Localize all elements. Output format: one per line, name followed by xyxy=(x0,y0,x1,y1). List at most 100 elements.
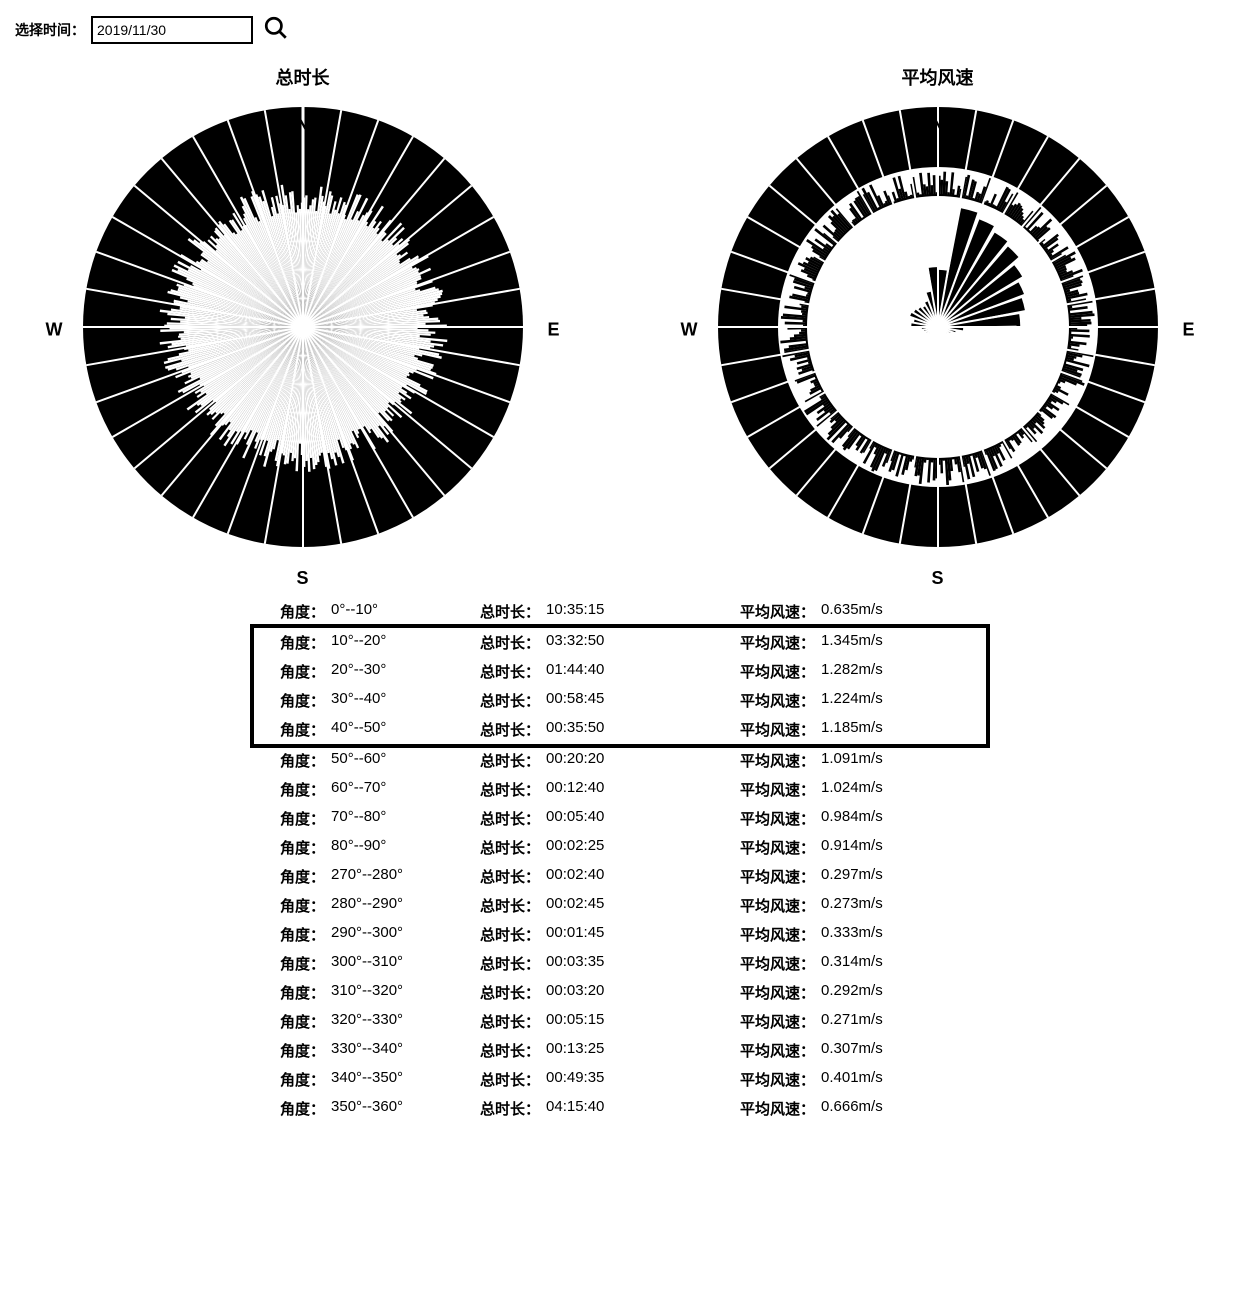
dir-w: W xyxy=(681,319,698,340)
polar-chart-right xyxy=(703,92,1173,562)
angle-value: 280°--290° xyxy=(331,895,403,916)
dir-w: W xyxy=(46,319,63,340)
table-row: 角度：0°--10°总时长：10:35:15平均风速：0.635m/s xyxy=(280,597,960,626)
table-row: 角度：70°--80°总时长：00:05:40平均风速：0.984m/s xyxy=(280,804,960,833)
angle-value: 310°--320° xyxy=(331,982,403,1003)
angle-value: 60°--70° xyxy=(331,779,386,800)
duration-value: 00:13:25 xyxy=(546,1040,604,1061)
table-row: 角度：20°--30°总时长：01:44:40平均风速：1.282m/s xyxy=(280,657,960,686)
duration-value: 00:01:45 xyxy=(546,924,604,945)
table-row: 角度：340°--350°总时长：00:49:35平均风速：0.401m/s xyxy=(280,1065,960,1094)
angle-label: 角度： xyxy=(280,601,325,622)
duration-label: 总时长： xyxy=(480,924,540,945)
charts-row: 总时长 N E S W 平均风速 N E S W xyxy=(15,64,1225,567)
angle-label: 角度： xyxy=(280,953,325,974)
speed-label: 平均风速： xyxy=(740,924,815,945)
table-row: 角度： 290°--300° 总时长： 00:01:45 平均风速： 0.333m/s xyxy=(280,920,960,949)
table-row: 角度：300°--310°总时长：00:03:35平均风速：0.314m/s xyxy=(280,949,960,978)
duration-label: 总时长： xyxy=(480,837,540,858)
duration-label: 总时长： xyxy=(480,690,540,711)
speed-label: 平均风速： xyxy=(740,808,815,829)
duration-label: 总时长： xyxy=(480,808,540,829)
table-row: 角度： 270°--280° 总时长： 00:02:40 平均风速： 0.297m/s xyxy=(280,862,960,891)
duration-label: 总时长： xyxy=(480,1040,540,1061)
angle-label: 角度： xyxy=(280,719,325,740)
angle-value: 80°--90° xyxy=(331,837,386,858)
speed-value: 0.333m/s xyxy=(821,924,883,945)
duration-label: 总时长： xyxy=(480,1098,540,1119)
speed-label: 平均风速： xyxy=(740,982,815,1003)
table-row: 角度：60°--70°总时长：00:12:40平均风速：1.024m/s xyxy=(280,775,960,804)
angle-value: 40°--50° xyxy=(331,719,386,740)
speed-label: 平均风速： xyxy=(740,779,815,800)
speed-label: 平均风速： xyxy=(740,953,815,974)
angle-label: 角度： xyxy=(280,1069,325,1090)
duration-value: 03:32:50 xyxy=(546,632,604,653)
speed-value: 1.282m/s xyxy=(821,661,883,682)
angle-value: 270°--280° xyxy=(331,866,403,887)
duration-label: 总时长： xyxy=(480,779,540,800)
highlight-box: 角度：10°--20°总时长：03:32:50平均风速：1.345m/s角度：2… xyxy=(250,624,990,748)
speed-value: 0.314m/s xyxy=(821,953,883,974)
speed-value: 0.297m/s xyxy=(821,866,883,887)
angle-value: 30°--40° xyxy=(331,690,386,711)
speed-label: 平均风速： xyxy=(740,661,815,682)
speed-value: 0.273m/s xyxy=(821,895,883,916)
speed-label: 平均风速： xyxy=(740,1011,815,1032)
angle-label: 角度： xyxy=(280,690,325,711)
toolbar: 选择时间： xyxy=(15,15,1225,44)
duration-label: 总时长： xyxy=(480,866,540,887)
speed-label: 平均风速： xyxy=(740,719,815,740)
angle-value: 290°--300° xyxy=(331,924,403,945)
speed-label: 平均风速： xyxy=(740,866,815,887)
duration-label: 总时长： xyxy=(480,1069,540,1090)
table-row: 角度：80°--90°总时长：00:02:25平均风速：0.914m/s xyxy=(280,833,960,862)
speed-value: 0.635m/s xyxy=(821,601,883,622)
angle-label: 角度： xyxy=(280,808,325,829)
angle-value: 70°--80° xyxy=(331,808,386,829)
angle-label: 角度： xyxy=(280,866,325,887)
duration-label: 总时长： xyxy=(480,895,540,916)
angle-label: 角度： xyxy=(280,895,325,916)
angle-label: 角度： xyxy=(280,982,325,1003)
duration-value: 00:02:40 xyxy=(546,866,604,887)
table-row: 角度：320°--330°总时长：00:05:15平均风速：0.271m/s xyxy=(280,1007,960,1036)
angle-label: 角度： xyxy=(280,1040,325,1061)
speed-label: 平均风速： xyxy=(740,690,815,711)
speed-label: 平均风速： xyxy=(740,1098,815,1119)
angle-value: 350°--360° xyxy=(331,1098,403,1119)
date-input[interactable] xyxy=(91,16,253,44)
duration-label: 总时长： xyxy=(480,601,540,622)
dir-s: S xyxy=(931,568,943,589)
duration-value: 04:15:40 xyxy=(546,1098,604,1119)
duration-value: 00:02:45 xyxy=(546,895,604,916)
duration-value: 01:44:40 xyxy=(546,661,604,682)
data-table: 角度：0°--10°总时长：10:35:15平均风速：0.635m/s角度：10… xyxy=(280,597,960,1123)
duration-value: 10:35:15 xyxy=(546,601,604,622)
speed-value: 0.401m/s xyxy=(821,1069,883,1090)
duration-label: 总时长： xyxy=(480,719,540,740)
angle-label: 角度： xyxy=(280,837,325,858)
dir-e: E xyxy=(1182,319,1194,340)
angle-label: 角度： xyxy=(280,924,325,945)
angle-value: 50°--60° xyxy=(331,750,386,771)
speed-value: 0.307m/s xyxy=(821,1040,883,1061)
search-button[interactable] xyxy=(259,15,293,44)
speed-label: 平均风速： xyxy=(740,750,815,771)
speed-value: 1.345m/s xyxy=(821,632,883,653)
duration-value: 00:02:25 xyxy=(546,837,604,858)
speed-value: 0.666m/s xyxy=(821,1098,883,1119)
chart-title-right: 平均风速 xyxy=(902,64,974,90)
speed-label: 平均风速： xyxy=(740,632,815,653)
duration-value: 00:12:40 xyxy=(546,779,604,800)
angle-value: 0°--10° xyxy=(331,601,378,622)
angle-value: 330°--340° xyxy=(331,1040,403,1061)
duration-label: 总时长： xyxy=(480,982,540,1003)
speed-value: 0.271m/s xyxy=(821,1011,883,1032)
duration-value: 00:05:40 xyxy=(546,808,604,829)
speed-label: 平均风速： xyxy=(740,895,815,916)
polar-chart-left xyxy=(68,92,538,562)
dir-s: S xyxy=(296,568,308,589)
speed-value: 0.292m/s xyxy=(821,982,883,1003)
dir-n: N xyxy=(931,114,944,135)
